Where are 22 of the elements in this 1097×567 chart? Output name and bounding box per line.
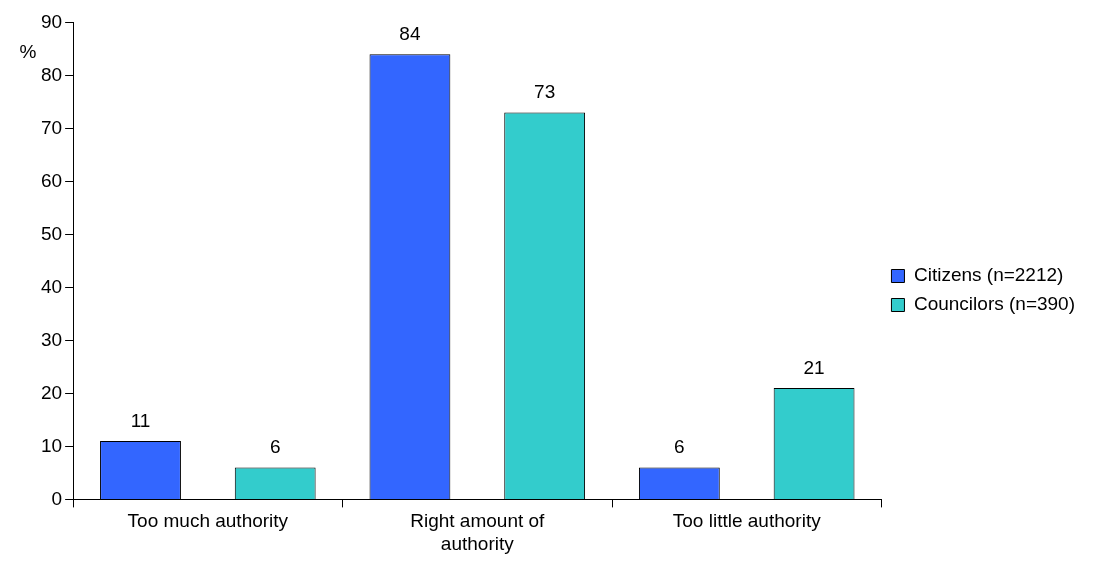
y-tick-label: 10 [40,434,63,456]
legend-label: Councilors (n=390) [913,293,1076,315]
data-label: 21 [803,356,825,378]
x-tick-label: Too little authority [672,510,822,532]
x-tick-label: Right amount of authority [410,510,546,554]
y-tick-label: 90 [40,10,63,32]
y-tick-label: 40 [40,275,63,297]
legend-label: Citizens (n=2212) [913,264,1064,286]
y-tick-label: 20 [40,381,63,403]
y-tick-label: 30 [40,328,63,350]
y-tick-label: 50 [40,222,63,244]
y-tick-label: 70 [40,116,63,138]
y-tick-label: 0 [51,487,63,509]
data-label: 73 [534,81,556,103]
y-tick-label: 80 [40,63,63,85]
y-tick-label: 60 [40,169,63,191]
x-tick-label: Too much authority [127,510,289,532]
data-label: 6 [269,436,281,458]
data-label: 11 [130,409,151,431]
y-axis-title: % [19,40,37,62]
data-label: 84 [399,22,421,44]
data-label: 6 [674,436,685,458]
